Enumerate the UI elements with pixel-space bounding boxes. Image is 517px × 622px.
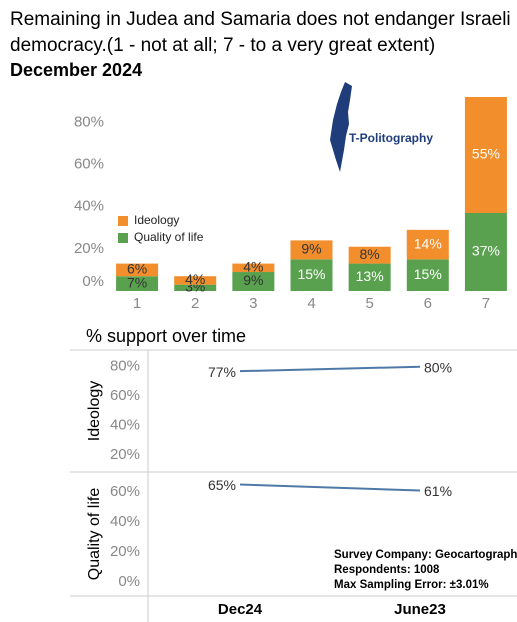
value-label: 4%: [185, 271, 205, 287]
x-tick-label: 5: [365, 295, 373, 312]
y-tick-label: 60%: [110, 483, 140, 500]
logo-map: [330, 82, 352, 172]
value-label: 65%: [208, 477, 236, 493]
bar-segment: [232, 272, 275, 291]
bar-segment: [348, 246, 391, 264]
value-label: 6%: [127, 261, 147, 277]
value-label: 15%: [414, 266, 442, 282]
bar-segment: [464, 212, 507, 291]
legend-label: Quality of life: [134, 230, 204, 244]
bar-segment: [348, 263, 391, 291]
logo: T-Politography: [330, 82, 433, 172]
chart-title: % support over time: [86, 326, 246, 346]
annotation: Max Sampling Error: ±3.01%: [334, 579, 489, 591]
value-label: 7%: [127, 274, 147, 290]
y-tick-label: 20%: [74, 240, 104, 257]
bar-segment: [464, 97, 507, 213]
y-tick-label: 20%: [110, 543, 140, 560]
value-label: 4%: [243, 259, 263, 275]
value-label: 8%: [360, 246, 380, 262]
y-tick-label: 60%: [110, 387, 140, 404]
annotation: Respondents: 1008: [334, 564, 440, 576]
x-tick-label: 7: [482, 295, 490, 312]
legend-swatch: [118, 216, 128, 226]
y-tick-label: 0%: [82, 273, 104, 290]
bar-segment: [232, 263, 275, 273]
x-tick-label: Dec24: [218, 601, 263, 618]
bar-segment: [290, 240, 333, 260]
y-tick-label: 80%: [74, 113, 104, 130]
bar-segment: [174, 276, 217, 285]
bar-segment: [290, 259, 333, 291]
logo-text: T-Politography: [349, 131, 433, 145]
line: [239, 365, 421, 373]
y-tick-label: 0%: [118, 573, 140, 590]
annotation: Survey Company: Geocartography: [334, 549, 517, 561]
x-tick-label: 4: [307, 295, 315, 312]
x-tick-label: 3: [249, 295, 257, 312]
value-label: 15%: [297, 266, 325, 282]
legend-swatch: [118, 233, 128, 243]
y-tick-label: 20%: [110, 446, 140, 463]
panel-label: Ideology: [86, 381, 103, 442]
value-label: 77%: [208, 364, 236, 380]
y-tick-label: 60%: [74, 155, 104, 172]
subtitle: December 2024: [10, 60, 142, 80]
value-label: 13%: [356, 268, 384, 284]
value-label: 14%: [414, 235, 442, 251]
y-tick-label: 80%: [110, 358, 140, 375]
value-label: 61%: [424, 483, 452, 499]
title-line: Remaining in Judea and Samaria does not …: [10, 9, 511, 30]
y-tick-label: 40%: [110, 513, 140, 530]
value-label: 55%: [472, 146, 500, 162]
x-tick-label: 2: [191, 295, 199, 312]
value-label: 9%: [243, 272, 263, 288]
panel-label: Quality of life: [86, 488, 103, 581]
y-tick-label: 40%: [110, 417, 140, 434]
bar-segment: [116, 276, 159, 291]
value-label: 9%: [301, 241, 321, 257]
bar-segment: [116, 263, 159, 277]
bar-segment: [406, 229, 449, 260]
title-line: democracy.(1 - not at all; 7 - to a very…: [10, 35, 435, 56]
legend-label: Ideology: [134, 213, 179, 227]
x-tick-label: 1: [133, 295, 141, 312]
value-label: 37%: [472, 243, 500, 259]
bar-segment: [174, 284, 217, 291]
x-tick-label: June23: [394, 601, 446, 618]
y-tick-label: 40%: [74, 198, 104, 215]
value-label: 80%: [424, 359, 452, 375]
x-tick-label: 6: [424, 295, 432, 312]
bar-segment: [406, 259, 449, 291]
panel-frame: [70, 349, 517, 622]
line: [239, 483, 421, 492]
